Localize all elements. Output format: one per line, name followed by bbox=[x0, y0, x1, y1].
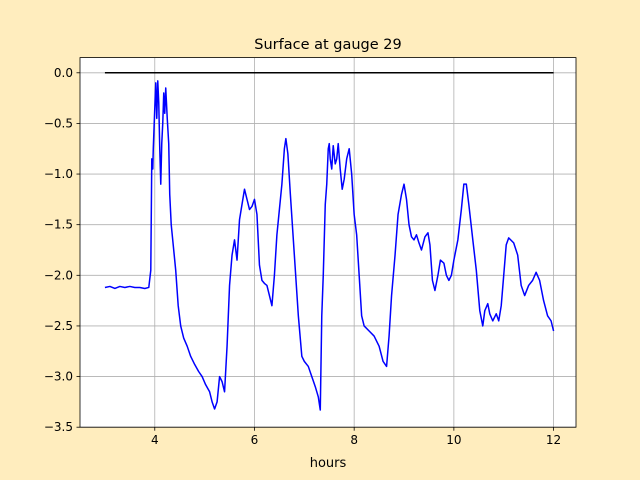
chart-title: Surface at gauge 29 bbox=[254, 37, 402, 53]
ticks: 4 6 8 10 12 0.0 −0.5 −1.0 −1.5 −2.0 −2.5 −3.0 −3.5 bbox=[44, 66, 561, 447]
y-tick-label: −2.0 bbox=[44, 268, 73, 282]
series-line-0 bbox=[104, 80, 555, 411]
plot-frame bbox=[79, 57, 577, 428]
x-tick-label: 12 bbox=[546, 433, 561, 447]
grid bbox=[80, 57, 576, 428]
x-tick-label: 6 bbox=[251, 433, 259, 447]
y-tick-label: −0.5 bbox=[44, 116, 73, 130]
y-tick-label: −1.5 bbox=[44, 218, 73, 232]
y-tick-label: −1.0 bbox=[44, 167, 73, 181]
series-group bbox=[104, 72, 555, 411]
x-tick-label: 10 bbox=[446, 433, 461, 447]
y-tick-label: 0.0 bbox=[54, 66, 73, 80]
y-tick-label: −3.5 bbox=[44, 420, 73, 434]
x-axis-label: hours bbox=[310, 456, 347, 471]
x-tick-label: 8 bbox=[350, 433, 358, 447]
x-tick-label: 4 bbox=[151, 433, 159, 447]
y-tick-label: −2.5 bbox=[44, 319, 73, 333]
y-tick-label: −3.0 bbox=[44, 370, 73, 384]
